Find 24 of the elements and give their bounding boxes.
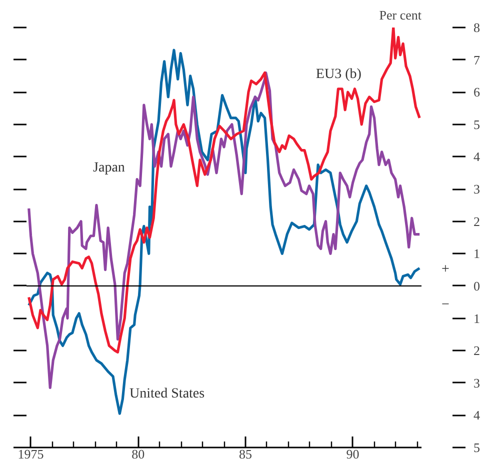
x-tick-label: 90 [346, 446, 360, 461]
y-tick-label: 6 [474, 84, 480, 100]
text: + [442, 262, 450, 278]
y-tick-label: 1 [474, 310, 480, 326]
x-tick-label: 80 [132, 446, 145, 461]
y-tick-label: 4 [474, 149, 480, 164]
y-tick-label: 2 [474, 214, 480, 229]
y-axis-title: Per cent [379, 8, 422, 22]
text: − [442, 298, 450, 313]
y-tick-label: 3 [474, 375, 480, 390]
x-tick-label: 85 [238, 446, 252, 461]
y-tick-label: 0 [474, 278, 480, 294]
y-tick-label: 7 [474, 52, 480, 68]
series-label: United States [130, 386, 205, 402]
y-tick-label: 3 [474, 182, 480, 197]
y-tick-label: 1 [474, 246, 480, 262]
y-tick-label: 8 [474, 20, 480, 35]
y-tick-label: 5 [474, 116, 480, 132]
y-tick-label: 4 [474, 408, 480, 423]
x-tick-label: 1975 [18, 446, 44, 461]
series-label: Japan [93, 160, 125, 176]
series-label: EU3 (b) [316, 66, 362, 82]
y-tick-label: 5 [474, 440, 480, 455]
y-tick-label: 2 [474, 343, 480, 358]
